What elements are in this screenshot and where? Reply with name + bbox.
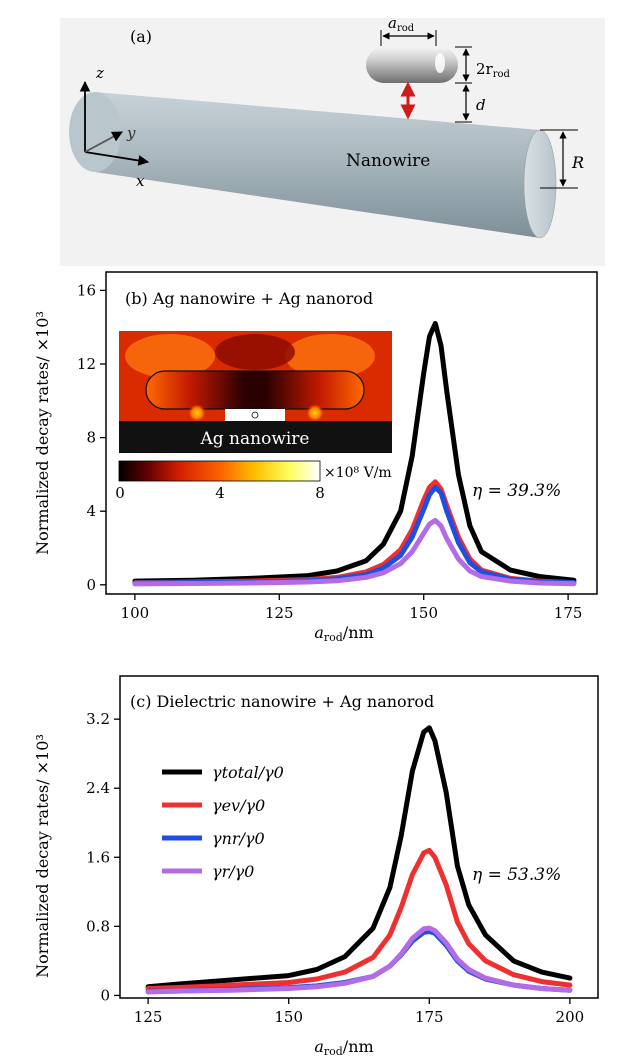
inset-material-label: Ag nanowire	[199, 429, 309, 449]
y-axis-arrow	[84, 131, 123, 153]
colorbar-tick-8: 8	[315, 484, 325, 502]
x-axis-arrow	[84, 151, 150, 166]
colorbar-tick-4: 4	[215, 484, 225, 502]
panel-b-label: (b) Ag nanowire + Ag nanorod	[125, 289, 373, 308]
nanowire-left-end	[69, 92, 121, 172]
panel-c: 125 150 175 200 0 0.8 1.6 2.4 3.2 γtotal/γ0 γev/γ…	[33, 675, 599, 1058]
panel-c-ytick-label: 1.6	[86, 848, 110, 866]
panel-c-xtick-label: 125	[134, 1008, 163, 1026]
dim-2r-label: 2rrod	[476, 60, 511, 80]
panel-b-series	[132, 321, 577, 587]
field-hotspot-left-top	[125, 334, 215, 378]
panel-b-xtick-label: 150	[409, 604, 438, 622]
panel-c-xtick-label: 200	[556, 1008, 585, 1026]
nanorod-highlight	[435, 53, 445, 73]
field-node-top	[215, 334, 295, 370]
panel-c-xlabel: arod/nm	[314, 1037, 373, 1058]
panel-c-xtick-label: 150	[274, 1008, 303, 1026]
panel-b-ylabel: Normalized decay rates/ ×10³	[33, 311, 52, 555]
panel-b-ytick-label: 4	[86, 502, 96, 520]
nanowire-label: Nanowire	[346, 151, 430, 171]
panel-b-ytick-label: 12	[77, 355, 96, 373]
panel-b-series-total	[132, 321, 577, 584]
field-map-nanorod	[145, 370, 365, 410]
panel-c-series-total	[145, 725, 573, 990]
panel-b-frame	[105, 271, 598, 595]
panel-b-ytick-label: 16	[77, 281, 96, 299]
panel-c-ticks: 125 150 175 200 0 0.8 1.6 2.4 3.2	[86, 710, 584, 1026]
panel-c-series	[145, 725, 573, 995]
field-gap	[225, 409, 285, 421]
axis-y-label: y	[126, 124, 136, 142]
panel-a-label: (a)	[130, 27, 152, 46]
panel-c-xtick-label: 175	[415, 1008, 444, 1026]
panel-c-ylabel: Normalized decay rates/ ×10³	[33, 734, 52, 978]
dim-R-label: R	[571, 153, 584, 172]
axis-z-label: z	[95, 64, 104, 82]
panel-b-annotation: η = 39.3%	[472, 481, 561, 501]
panel-b-xtick-label: 100	[121, 604, 150, 622]
field-hotspot-right	[306, 404, 324, 422]
panel-c-ytick-label: 3.2	[86, 710, 110, 728]
axis-x-label: x	[136, 172, 145, 190]
panel-c-legend-label-nr: γnr/γ0	[212, 829, 265, 848]
panel-b-series-r	[132, 517, 577, 587]
dim-a-label: arod	[388, 14, 415, 34]
panel-c-ytick-label: 2.4	[86, 779, 110, 797]
panel-c-series-r	[145, 925, 573, 995]
panel-b-xtick-label: 175	[554, 604, 583, 622]
nanowire-right-cap	[523, 129, 557, 239]
colorbar	[118, 460, 321, 482]
field-hotspot-left	[188, 404, 206, 422]
panel-b-ytick-label: 0	[86, 576, 96, 594]
field-map-inset: Ag nanowire ×10⁸ V/m 0 4 8	[115, 331, 392, 502]
panel-c-ytick-label: 0	[100, 986, 110, 1004]
dim-d-label: d	[476, 96, 486, 114]
dipole-marker	[251, 411, 259, 419]
panel-b: 100 125 150 175 0 4 8 12 16 (b) Ag nanowire + Ag…	[33, 271, 598, 644]
panel-c-ytick-label: 0.8	[86, 917, 110, 935]
field-map-nanowire	[119, 421, 392, 453]
field-hotspot-right-top	[285, 334, 375, 378]
panel-b-xtick-label: 125	[265, 604, 294, 622]
panel-c-legend: γtotal/γ0 γev/γ0 γnr/γ0 γr/γ0	[162, 763, 284, 881]
panel-c-label: (c) Dielectric nanowire + Ag nanorod	[130, 692, 434, 711]
panel-c-annotation: η = 53.3%	[472, 865, 561, 885]
panel-c-legend-label-r: γr/γ0	[212, 862, 254, 881]
colorbar-unit: ×10⁸ V/m	[324, 465, 392, 481]
nanorod	[366, 47, 458, 83]
panel-c-legend-label-total: γtotal/γ0	[212, 763, 284, 782]
panel-b-xlabel: arod/nm	[314, 623, 373, 644]
panel-b-ytick-label: 8	[86, 429, 96, 447]
colorbar-tick-0: 0	[115, 484, 125, 502]
panel-b-ticks: 100 125 150 175 0 4 8 12 16	[77, 281, 583, 622]
nanowire-body	[95, 92, 540, 238]
panel-c-legend-label-ev: γev/γ0	[212, 796, 265, 815]
panel-a: Nanowire z y x (a) arod 2rrod d R	[60, 14, 605, 266]
panel-c-frame	[119, 675, 599, 999]
panel-c-series-ev	[145, 847, 573, 991]
